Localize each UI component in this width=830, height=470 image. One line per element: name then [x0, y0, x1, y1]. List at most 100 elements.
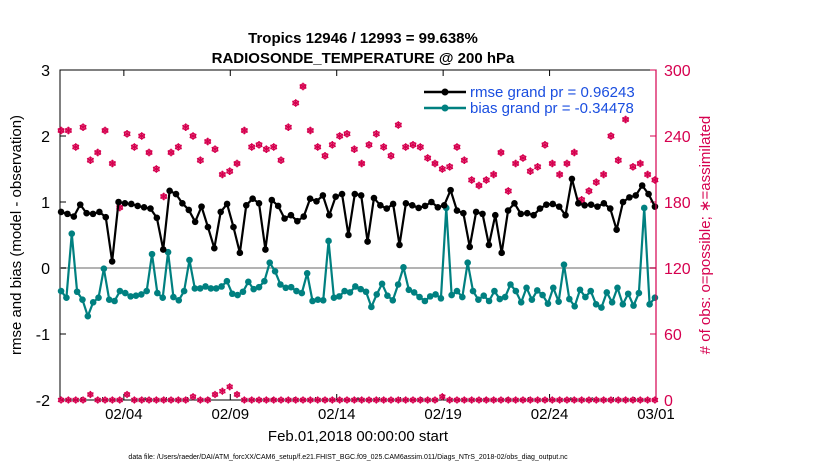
- obs-star-stroke: [431, 397, 439, 403]
- obs-star-stroke: [101, 397, 109, 403]
- bias-point: [223, 277, 231, 285]
- rmse-point: [172, 190, 180, 198]
- obs-assimilated-point: [416, 396, 424, 404]
- obs-star-stroke: [585, 188, 593, 194]
- bias-point: [191, 285, 199, 292]
- chart-subtitle: RADIOSONDE_TEMPERATURE @ 200 hPa: [212, 50, 515, 67]
- rmse-point: [504, 207, 512, 214]
- rmse-point: [517, 210, 525, 218]
- obs-star-stroke: [614, 397, 622, 403]
- obs-star-stroke: [372, 131, 380, 137]
- rmse-point: [498, 249, 505, 257]
- obs-assimilated-point: [556, 396, 564, 404]
- bias-point: [330, 294, 338, 302]
- obs-star-stroke: [314, 397, 322, 403]
- rmse-point: [485, 241, 493, 249]
- obs-assimilated-point: [138, 396, 146, 404]
- bias-point: [539, 291, 546, 299]
- bias-point: [159, 294, 167, 302]
- obs-star-stroke: [226, 168, 234, 174]
- x-tick-label: 02/19: [424, 406, 462, 423]
- rmse-point: [606, 205, 614, 212]
- obs-assimilated-near-point: [138, 132, 146, 140]
- obs-assimilated-point: [651, 396, 659, 404]
- obs-star-stroke: [599, 171, 608, 178]
- bias-point: [218, 283, 225, 290]
- obs-star-stroke: [343, 131, 351, 137]
- rmse-point: [121, 200, 129, 207]
- obs-star-stroke: [409, 142, 417, 148]
- bias-point: [614, 284, 621, 292]
- bias-point: [121, 289, 129, 297]
- bias-point: [587, 287, 595, 295]
- bias-point: [293, 287, 300, 295]
- rmse-point: [555, 203, 563, 210]
- obs-assimilated-point: [409, 396, 417, 404]
- rmse-point: [300, 213, 308, 220]
- bias-point: [528, 296, 536, 303]
- obs-assimilated-point: [497, 396, 505, 404]
- obs-assimilated-point: [145, 396, 153, 404]
- obs-star-stroke: [651, 397, 659, 403]
- rmse-point: [460, 209, 467, 217]
- obs-star-stroke: [314, 144, 322, 150]
- obs-star-stroke: [204, 397, 212, 403]
- obs-assimilated-near-point: [438, 165, 446, 173]
- y-left-tick-label: -2: [36, 393, 50, 410]
- obs-assimilated-point: [108, 396, 116, 404]
- obs-assimilated-point: [167, 396, 175, 404]
- rmse-point: [453, 207, 461, 214]
- obs-assimilated-near-point: [343, 130, 351, 138]
- rmse-point: [479, 210, 486, 218]
- obs-assimilated-near-point: [262, 145, 271, 153]
- obs-star-stroke: [350, 397, 358, 403]
- obs-assimilated-near-point: [533, 163, 542, 171]
- bias-point: [480, 292, 488, 300]
- bias-point: [549, 284, 557, 292]
- obs-assimilated-near-point: [585, 187, 593, 195]
- obs-star-stroke: [306, 127, 314, 134]
- rmse-point: [345, 231, 352, 239]
- rmse-segment: [284, 193, 343, 223]
- legend-rmse-label: rmse grand pr = 0.96243: [470, 84, 635, 101]
- bias-point: [105, 296, 113, 303]
- obs-star-stroke: [160, 397, 168, 403]
- x-tick-label: 02/24: [531, 406, 569, 423]
- obs-assimilated-point: [636, 396, 644, 404]
- rmse-point: [428, 198, 435, 206]
- obs-star-stroke: [387, 397, 395, 403]
- rmse-point: [651, 203, 659, 210]
- obs-star-stroke: [629, 397, 637, 403]
- rmse-point: [185, 206, 193, 214]
- bias-point: [175, 297, 183, 304]
- bias-point: [186, 256, 193, 264]
- obs-possible-series: [57, 82, 659, 212]
- obs-assimilated-point: [174, 396, 182, 404]
- obs-assimilated-point: [570, 396, 578, 404]
- obs-star-stroke: [328, 397, 336, 403]
- bias-point: [475, 296, 482, 303]
- obs-star-stroke: [123, 392, 131, 397]
- obs-assimilated-near-point: [167, 148, 175, 157]
- rmse-point: [600, 200, 608, 207]
- rmse-point: [230, 223, 237, 231]
- obs-assimilated-near-point: [453, 143, 461, 151]
- obs-assimilated-point: [152, 396, 160, 404]
- rmse-point: [102, 213, 110, 221]
- footnote: data file: /Users/raeder/DAI/ATM_forcXX/…: [128, 454, 568, 461]
- bias-point: [245, 278, 252, 286]
- obs-assimilated-near-point: [64, 126, 73, 135]
- obs-star-stroke: [526, 397, 534, 403]
- obs-star-stroke: [512, 397, 520, 403]
- obs-star-stroke: [57, 127, 65, 134]
- bias-point: [346, 289, 354, 296]
- y-left-tick-label: -1: [36, 327, 50, 344]
- obs-assimilated-near-point: [94, 148, 102, 157]
- obs-assimilated-point: [424, 396, 432, 404]
- rmse-segment: [169, 189, 228, 250]
- obs-assimilated-point: [644, 396, 652, 404]
- obs-star-stroke: [533, 164, 542, 170]
- rmse-point: [108, 258, 116, 265]
- bias-point: [533, 287, 541, 294]
- bias-point: [261, 277, 268, 285]
